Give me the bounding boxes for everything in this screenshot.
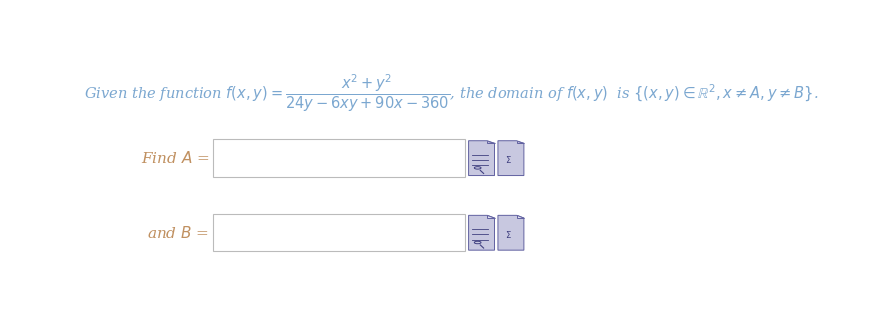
Text: $\Sigma$: $\Sigma$ [505, 154, 512, 165]
Text: Given the function $f(x,y) = \dfrac{x^2 + y^2}{24y - 6xy + 90x - 360}$, the doma: Given the function $f(x,y) = \dfrac{x^2 … [85, 73, 818, 114]
Polygon shape [469, 215, 494, 250]
Polygon shape [498, 141, 524, 176]
Polygon shape [487, 215, 494, 218]
Text: $\Sigma$: $\Sigma$ [505, 229, 512, 240]
Text: Find $A$ =: Find $A$ = [141, 150, 209, 166]
FancyBboxPatch shape [212, 214, 465, 251]
Polygon shape [487, 141, 494, 143]
Polygon shape [469, 141, 494, 176]
Polygon shape [498, 215, 524, 250]
Text: and $B$ =: and $B$ = [147, 225, 209, 241]
Polygon shape [516, 141, 524, 143]
FancyBboxPatch shape [212, 140, 465, 177]
Polygon shape [516, 215, 524, 218]
